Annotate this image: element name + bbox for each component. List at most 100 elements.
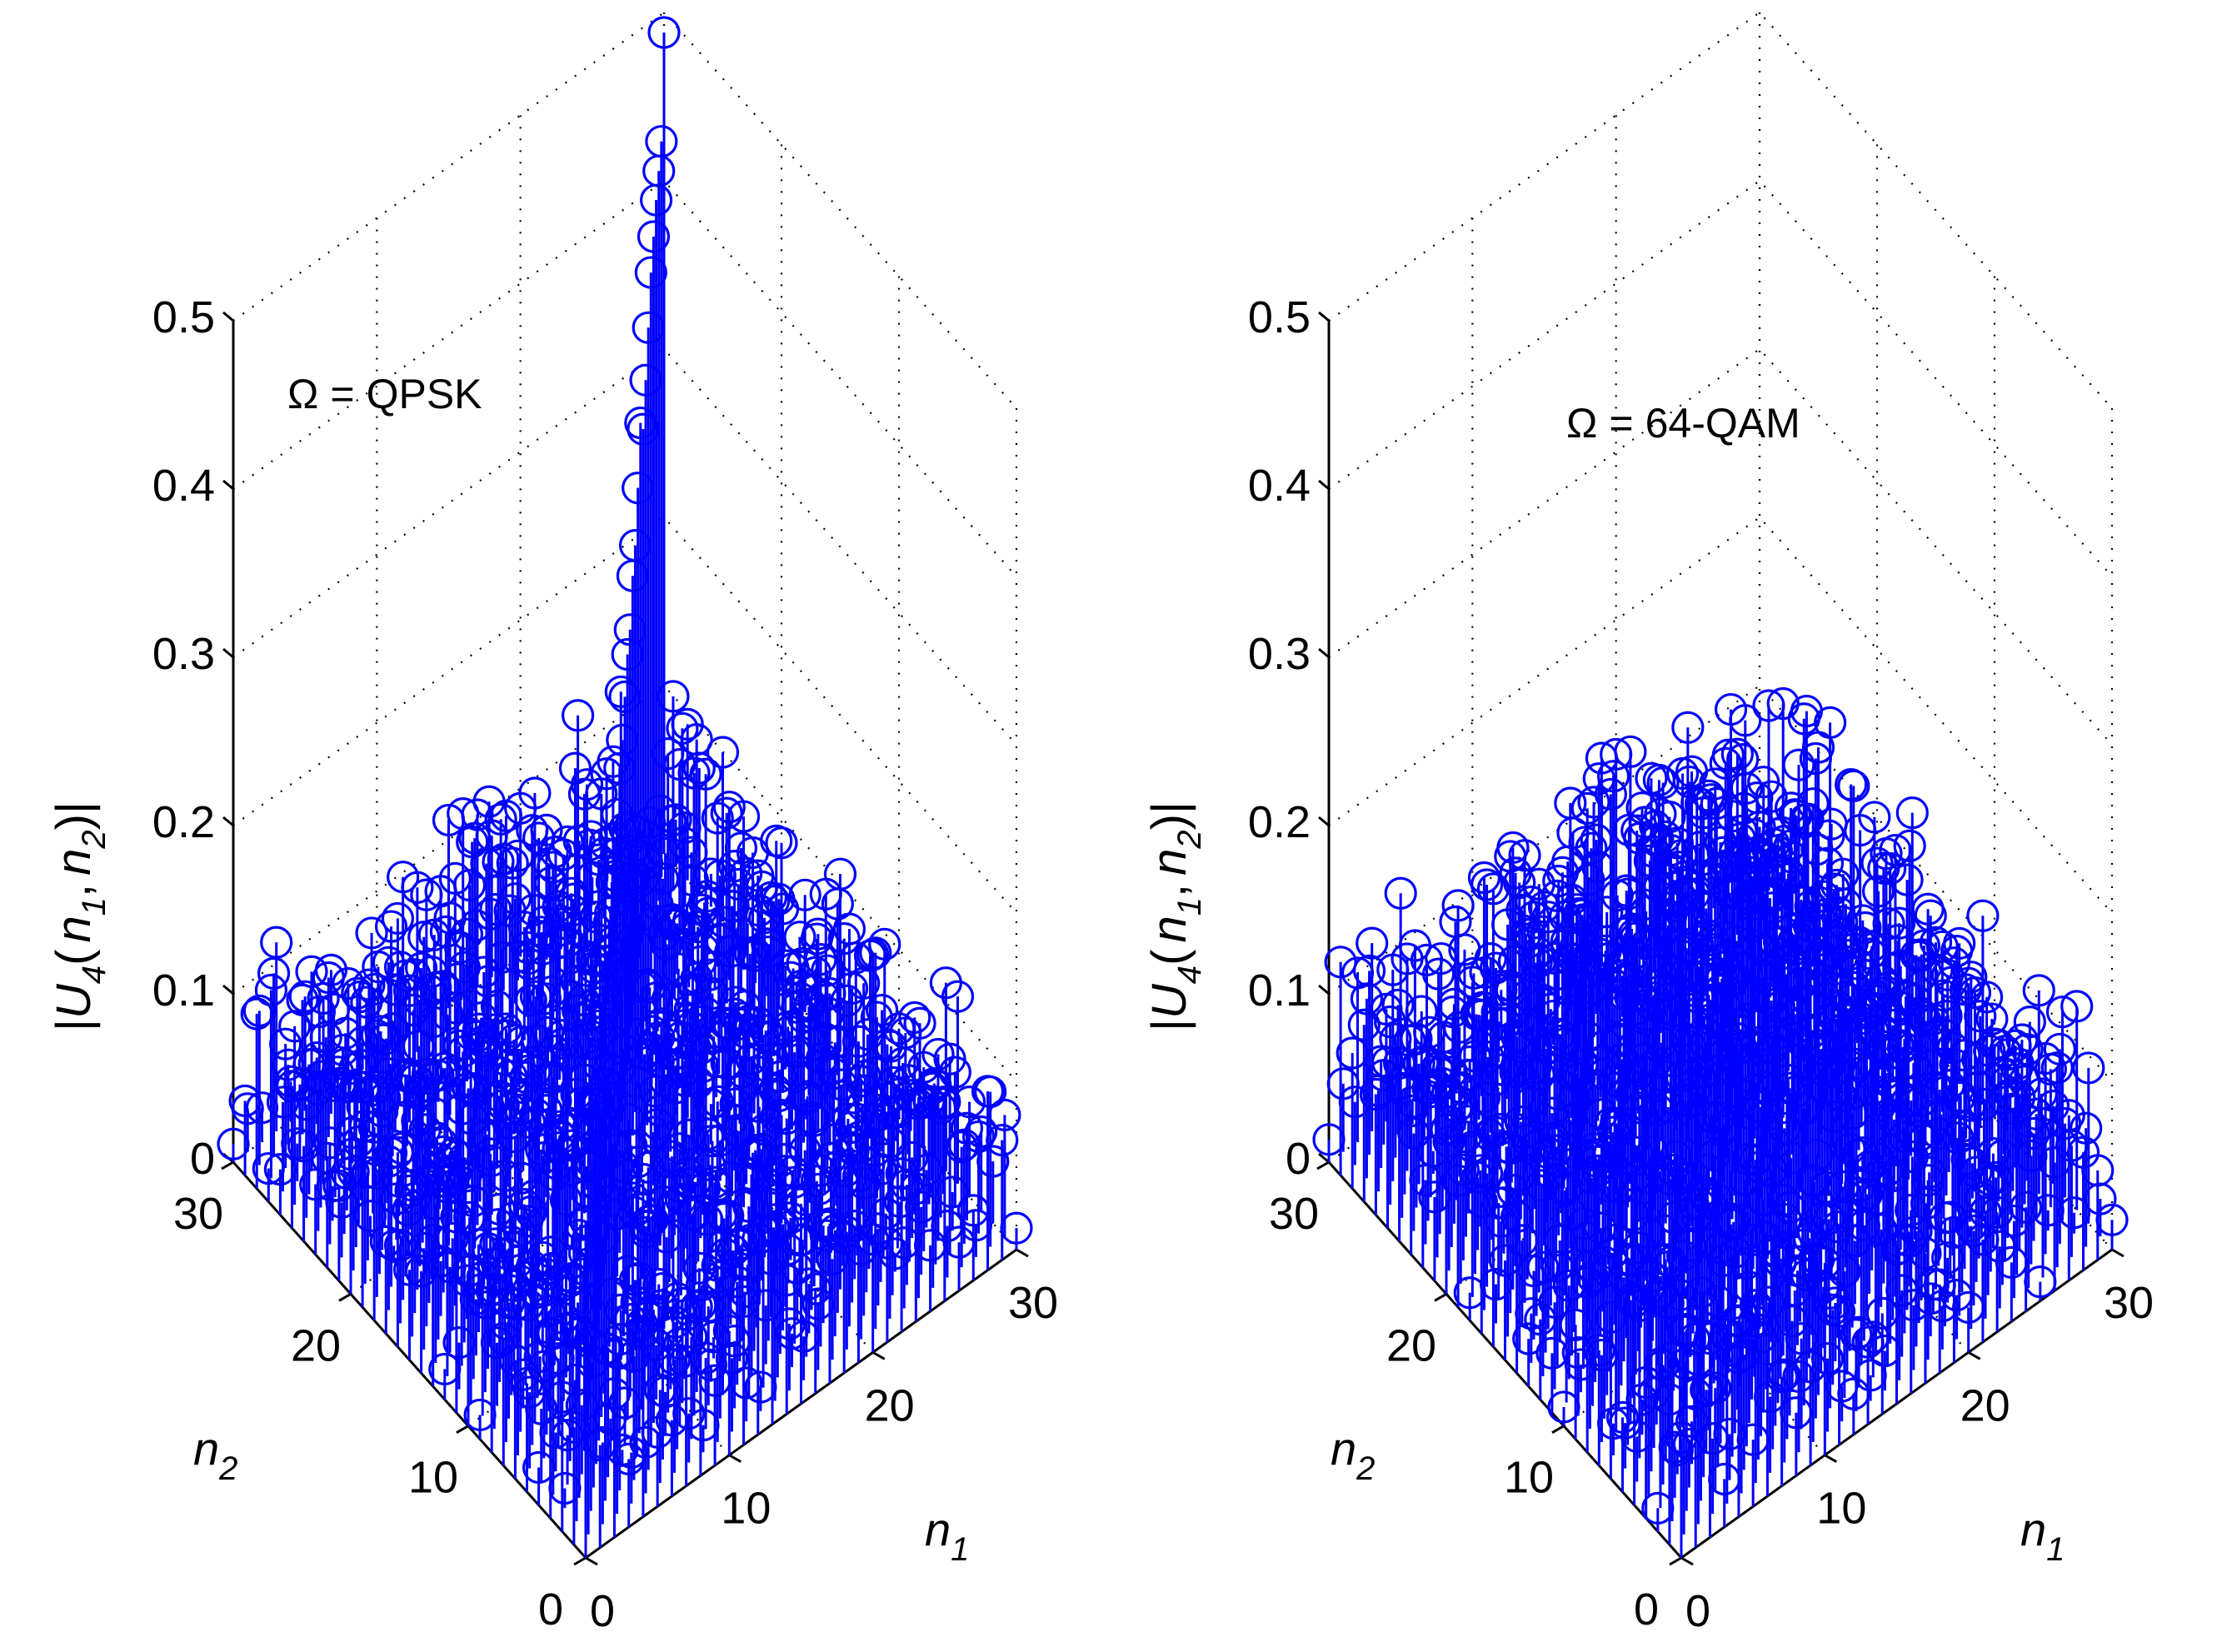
stem-marker: [816, 1242, 849, 1275]
stem-marker: [1870, 1154, 1905, 1187]
stem-marker: [1708, 1110, 1741, 1143]
stem-marker: [646, 1272, 680, 1305]
stem-marker: [531, 1122, 565, 1155]
stem-marker: [762, 1079, 796, 1113]
y-tick-label-1: 10: [408, 1453, 458, 1503]
stem-marker: [1865, 1296, 1899, 1330]
stem-marker: [841, 1160, 876, 1193]
z-open: (: [1142, 950, 1196, 966]
stem-marker: [1561, 1336, 1595, 1370]
stem-marker: [1570, 791, 1604, 826]
stem-marker: [387, 861, 420, 894]
stem-marker: [433, 901, 467, 935]
stem-marker: [1441, 889, 1475, 922]
labels-layer-64qam: Ω = 64-QAM n1 n2 |U4(n1,n2)|: [1142, 400, 2065, 1568]
stem-marker: [387, 1101, 420, 1134]
stem-marker: [1400, 1022, 1433, 1056]
stem-marker: [673, 993, 707, 1026]
stem-marker: [1359, 1077, 1393, 1111]
stem-marker: [459, 909, 493, 942]
stem-marker: [657, 1343, 692, 1376]
stem-marker: [1730, 1247, 1763, 1280]
z-arg1-sub: 1: [1171, 897, 1208, 916]
stem-marker: [742, 1090, 776, 1124]
stem-marker: [675, 836, 708, 869]
stem-marker: [714, 935, 747, 968]
stem-marker: [1756, 1235, 1790, 1268]
stem-marker: [1807, 880, 1840, 913]
z-sub: 4: [1171, 966, 1208, 984]
stem-marker: [1808, 953, 1841, 986]
stem-marker: [397, 993, 430, 1027]
grid-line-z-5: [1328, 11, 2113, 409]
stem-marker: [1524, 1303, 1557, 1336]
stem-marker: [613, 613, 647, 646]
stem-marker: [1814, 706, 1847, 739]
stem-marker: [549, 1183, 583, 1217]
stem-marker: [1851, 1325, 1885, 1359]
stem-marker: [700, 1170, 733, 1203]
stem-marker: [585, 1016, 618, 1049]
stem-marker: [603, 751, 637, 785]
stem-marker: [1714, 692, 1748, 726]
stem-marker: [501, 1245, 535, 1279]
stem-marker: [471, 965, 505, 998]
stem-marker: [1937, 946, 1971, 980]
stem-marker: [579, 1081, 613, 1115]
stem-marker: [567, 1236, 602, 1270]
stem-marker: [1312, 1123, 1346, 1156]
stem-marker: [583, 1101, 617, 1134]
x-tick-label-1: 10: [1816, 1484, 1866, 1534]
stem-marker: [313, 1126, 347, 1160]
stem-marker: [885, 1157, 918, 1190]
z-axis-label-wrap-64qam: |U4(n1,n2)|: [1142, 801, 1208, 1031]
stem-marker: [561, 699, 595, 732]
stem-marker: [710, 1046, 743, 1080]
y-axis-var: n: [1331, 1422, 1356, 1475]
stem-marker: [1803, 1032, 1836, 1066]
stem-marker: [1617, 1285, 1651, 1319]
stem-marker: [1883, 906, 1916, 940]
stem-marker: [1985, 1139, 2019, 1172]
stem-marker: [1596, 760, 1630, 793]
stem-marker: [632, 1300, 665, 1334]
stem-marker: [1920, 953, 1954, 986]
stem-marker: [1748, 1070, 1781, 1104]
stem-marker: [1508, 839, 1541, 872]
stem-marker: [1421, 957, 1456, 991]
stem-marker: [801, 917, 835, 951]
stem-marker: [638, 1075, 672, 1108]
stem-marker: [1684, 787, 1718, 821]
stem-marker: [339, 1069, 372, 1102]
stem-marker: [1831, 999, 1865, 1032]
stem-marker: [1902, 1120, 1935, 1153]
stem-marker: [1653, 1383, 1686, 1416]
stem-marker: [779, 1061, 812, 1094]
stem-marker: [1476, 1020, 1509, 1053]
stem-marker: [811, 954, 844, 987]
stem-marker: [572, 1176, 605, 1210]
stem-marker: [463, 1398, 497, 1432]
stem-marker: [1745, 1031, 1779, 1065]
stem-marker: [1680, 1198, 1714, 1231]
stem-marker: [740, 1138, 773, 1171]
stem-marker: [1557, 1083, 1591, 1116]
stem-marker: [1381, 988, 1415, 1021]
z-open: (: [47, 950, 101, 966]
stem-marker: [1356, 926, 1389, 960]
stem-marker: [1670, 1312, 1703, 1346]
stem-marker: [675, 1011, 708, 1044]
stem-marker: [1895, 796, 1929, 830]
stem-marker: [1937, 1215, 1971, 1249]
stem-marker: [1792, 909, 1826, 942]
stem-marker: [1759, 1210, 1792, 1243]
stem-marker: [1603, 1024, 1636, 1057]
stem-marker: [1646, 991, 1680, 1025]
modulation-name: QPSK: [367, 371, 482, 417]
stem-marker: [857, 1056, 891, 1090]
stem-marker: [1701, 1285, 1735, 1318]
stem-marker: [1709, 746, 1742, 780]
stem-marker: [827, 921, 861, 956]
stem-marker: [703, 1260, 737, 1294]
x-tick-label-1: 10: [721, 1484, 771, 1534]
